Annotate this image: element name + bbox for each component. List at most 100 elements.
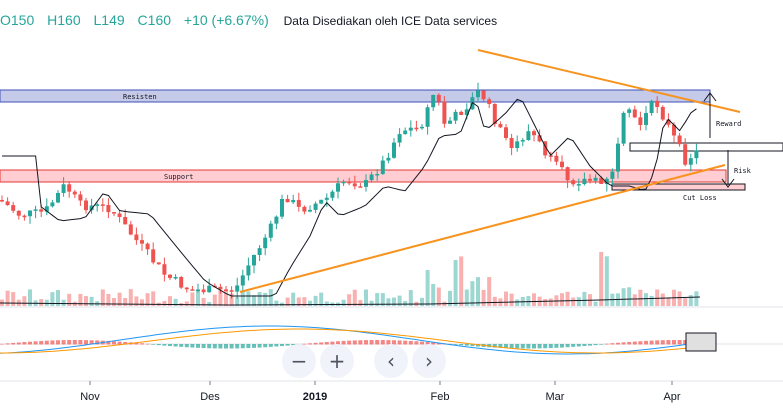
volume-bar: [218, 290, 223, 306]
macd-histogram-bar: [229, 344, 234, 349]
candle: [67, 181, 72, 198]
candle-body: [0, 200, 4, 202]
volume-bar: [481, 289, 486, 306]
macd-histogram-bar: [532, 344, 536, 349]
candle-body: [308, 209, 312, 212]
macd-histogram-bar: [246, 344, 251, 349]
candle: [336, 177, 340, 199]
candle: [240, 269, 245, 292]
macd-histogram-bar: [464, 344, 469, 346]
candle-body: [224, 289, 228, 291]
candle: [604, 176, 609, 192]
candle-body: [112, 212, 116, 214]
macd-histogram-bar: [369, 340, 374, 345]
macd-histogram-bar: [240, 344, 245, 349]
volume-bar: [632, 294, 637, 306]
candle: [576, 178, 581, 192]
candle-body: [515, 141, 520, 149]
candle-body: [464, 109, 469, 115]
macd-histogram-bar: [308, 343, 312, 345]
candle-body: [145, 243, 150, 250]
macd-histogram-bar: [156, 344, 161, 346]
candle: [280, 194, 284, 220]
candle: [375, 168, 380, 181]
candle-body: [72, 191, 77, 195]
macd-histogram-bar: [375, 340, 380, 345]
scroll-left-button[interactable]: ‹: [374, 344, 408, 378]
candle-body: [296, 200, 301, 207]
risk-arrowhead: [721, 178, 735, 188]
candle: [560, 155, 564, 171]
macd-histogram-bar: [16, 342, 21, 345]
zoom-in-button[interactable]: +: [320, 344, 354, 378]
macd-histogram-bar: [212, 344, 217, 349]
candle: [442, 96, 447, 128]
candle-body: [392, 142, 396, 158]
candle: [319, 199, 324, 205]
volume-bar: [392, 297, 396, 306]
volume-bar: [369, 300, 374, 306]
macd-histogram-bar: [672, 340, 676, 345]
macd-histogram-bar: [683, 340, 688, 345]
candle: [11, 201, 16, 214]
moving-average-line: [2, 98, 697, 297]
candle: [509, 133, 514, 156]
candle-body: [106, 204, 111, 213]
volume-bar: [476, 277, 480, 306]
macd-histogram-bar: [386, 340, 391, 345]
candle: [168, 274, 172, 281]
candle: [106, 198, 111, 219]
macd-histogram-bar: [95, 340, 100, 345]
candle-body: [123, 216, 128, 225]
candle: [246, 257, 251, 281]
macd-histogram-bar: [408, 340, 413, 345]
volume-bar: [246, 291, 251, 306]
volume-bar: [240, 290, 245, 306]
candle: [358, 183, 363, 188]
data-source-label: Data Disediakan oleh ICE Data services: [283, 14, 498, 28]
candle: [632, 105, 637, 119]
volume-bar: [403, 301, 408, 306]
candle: [481, 90, 486, 102]
volume-bar: [106, 294, 111, 306]
candle-body: [604, 178, 609, 184]
candle: [593, 174, 598, 184]
candle-body: [593, 177, 598, 181]
candle: [347, 177, 352, 186]
volume-bar: [375, 293, 380, 306]
candle-body: [156, 262, 161, 265]
candle-body: [179, 277, 184, 288]
volume-bar: [453, 259, 458, 306]
volume-bar: [487, 277, 492, 306]
zoom-out-button[interactable]: −: [282, 344, 316, 378]
volume-bar: [386, 298, 391, 306]
macd-histogram-bar: [403, 340, 408, 345]
volume-bar: [364, 289, 368, 306]
macd-histogram-bar: [224, 344, 228, 349]
macd-histogram-bar: [644, 340, 648, 345]
volume-bar: [677, 291, 682, 306]
support-trendline: [239, 164, 726, 293]
candle: [140, 233, 144, 251]
candle: [526, 124, 531, 141]
macd-histogram-bar: [168, 344, 172, 347]
scroll-right-button[interactable]: ›: [412, 344, 446, 378]
macd-histogram-bar: [560, 344, 564, 348]
macd-histogram-bar: [347, 340, 352, 345]
candle: [308, 205, 312, 213]
candle: [78, 191, 83, 206]
macd-histogram-bar: [632, 341, 637, 345]
volume-bar: [117, 292, 122, 306]
time-axis: Nov Des 2019 Feb Mar Apr: [0, 380, 783, 403]
support-zone: [0, 169, 727, 183]
volume-bar: [50, 292, 55, 306]
candle: [235, 277, 240, 299]
volume-bar: [492, 296, 497, 306]
volume-bar: [576, 297, 581, 306]
candle: [224, 286, 228, 292]
macd-histogram-bar: [616, 342, 620, 345]
candle-body: [576, 184, 581, 186]
candle: [436, 93, 441, 106]
volume-bar: [22, 296, 27, 306]
